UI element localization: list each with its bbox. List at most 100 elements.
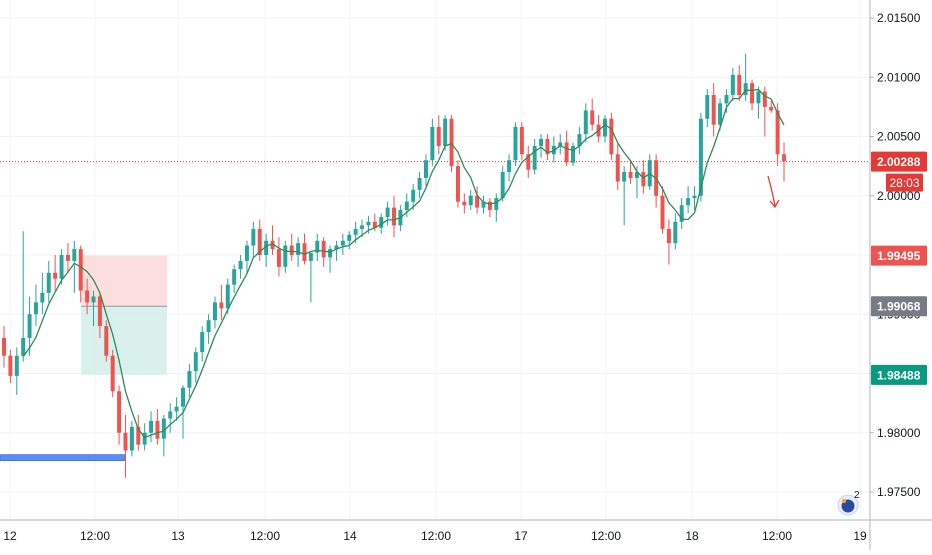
candle-body [411,189,416,202]
candle-body [634,172,639,178]
candle-body [360,225,365,229]
candle-body [238,260,243,270]
candle-body [673,221,678,244]
candle-body [577,134,582,146]
candle-body [769,106,774,111]
candle-body [750,83,755,104]
candle-body [666,228,671,244]
entry-label: 1.99068 [877,300,921,314]
candle-body [296,243,301,255]
candle-body [200,332,205,353]
candle-body [181,387,185,407]
candle-body [78,249,83,291]
candle-body [487,201,492,210]
candle-body [91,296,96,303]
stop-loss-label-bg [871,245,927,266]
candle-body [308,252,313,261]
candle-body [494,198,499,210]
candle-body [430,127,435,161]
candle-body [40,292,45,303]
candle-body [142,432,147,445]
candle-body [583,110,588,135]
candle-body [711,95,716,125]
candle-body [532,145,537,170]
candle-body [526,154,531,170]
candle-body [539,138,544,146]
candle-body [404,201,409,210]
candle-body [225,284,230,309]
candle-body [219,302,224,309]
candle-body [155,420,160,439]
candle-body [104,326,109,356]
candle-body [443,118,448,146]
badge-icon-dot [841,498,847,504]
candle-body [628,172,633,178]
candle-body [85,290,90,303]
candle-body [328,249,333,258]
candle-body [110,355,115,392]
price-tick-label: 2.01000 [877,70,921,84]
candle-body [97,296,102,327]
alert-badge[interactable]: 2 [837,490,860,516]
candle-body [392,207,396,226]
candle-body [558,142,563,146]
candle-body [193,352,198,372]
candle-body [500,172,505,199]
candle-body [334,245,339,250]
candle-body [379,217,384,228]
price-tick-label: 1.98000 [877,426,921,440]
candle-body [417,177,422,190]
countdown-bg [886,173,923,192]
candle-body [161,418,166,439]
time-tick-label: 17 [514,529,528,543]
current-price-label-bg [871,151,927,172]
time-tick-label: 19 [853,529,867,543]
support-line[interactable] [0,454,126,462]
time-tick-label: 12:00 [591,529,621,543]
candle-body [213,302,217,321]
candle-body [174,406,179,412]
candle-body [59,255,64,279]
candle-body [475,195,480,208]
candle-body [756,91,761,104]
candle-body [187,371,192,388]
badge-count: 2 [854,490,860,501]
candle-body [692,195,697,199]
candle-body [423,160,428,178]
candle-body [519,127,524,155]
candle-body [321,240,326,258]
time-tick-label: 12:00 [80,529,110,543]
candle-body [21,337,26,356]
candle-body [264,240,269,255]
candle-body [513,127,518,161]
candle-body [455,166,460,202]
take-profit-label: 1.98488 [877,368,921,382]
candle-body [46,272,51,293]
candle-body [251,228,256,246]
price-tick-label: 1.97500 [877,485,921,499]
candle-body [117,391,122,433]
candle-body [743,83,748,96]
candle-body [353,228,358,235]
candle-body [481,201,486,208]
candle-body [315,240,320,253]
candle-body [206,320,211,333]
time-axis[interactable]: 12 12:00 13 12:00 14 12:00 17 12:00 18 12:00 19 [3,529,867,543]
candle-body [270,240,275,250]
candle-body [283,245,288,267]
price-labels: 2.00288 28:03 1.99495 1.99068 1.98488 [871,151,927,385]
arrow-head [769,199,780,209]
candle-body [564,142,569,163]
candle-body [244,245,249,261]
candle-body [276,249,281,267]
candle-body [366,221,371,226]
time-tick-label: 12:00 [250,529,280,543]
candle-body [257,228,262,255]
candle-body [737,74,742,96]
trade-zones [81,255,167,375]
candle-body [718,103,723,125]
candle-body [782,154,786,162]
time-tick-label: 18 [685,529,699,543]
